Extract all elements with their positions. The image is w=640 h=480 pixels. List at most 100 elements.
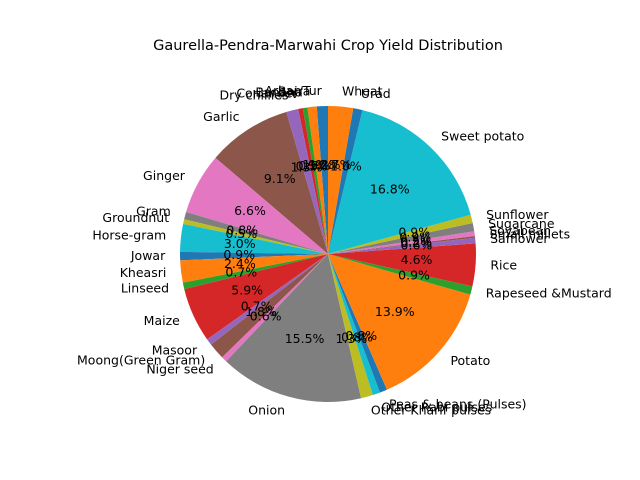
pie-slice-peas-beans-pulses — [328, 254, 387, 393]
pie-slice-soyabean — [328, 231, 475, 254]
pie-percent-masoor: 0.7% — [241, 298, 273, 313]
pie-label-coriander: Coriander — [236, 86, 298, 101]
pie-percent-soyabean: 0.5% — [400, 233, 432, 248]
pie-slice-jowar — [180, 251, 328, 261]
pie-percent-other-rabi-pulses: 0.8% — [341, 329, 373, 344]
pie-label-bajra: Bajra — [278, 84, 311, 99]
pie-label-soyabean: Soyabean — [489, 223, 551, 238]
pie-slice-maize — [184, 254, 328, 340]
pie-percent-small-millets: 0.2% — [400, 235, 432, 250]
pie-percent-sugarcane: 0.9% — [399, 229, 431, 244]
pie-slice-groundnut — [183, 219, 328, 254]
pie-percent-other-kharif-pulses: 1.3% — [336, 331, 368, 346]
pie-percent-peas-beans-pulses: 0.8% — [345, 328, 377, 343]
pie-label-linseed: Linseed — [121, 281, 169, 296]
pie-percent-kheasri: 2.4% — [224, 256, 256, 271]
pie-percent-jowar: 0.9% — [223, 247, 255, 262]
pie-label-gram: Gram — [136, 203, 171, 218]
pie-label-urad: Urad — [361, 86, 391, 101]
pie-slice-small-millets — [328, 235, 476, 254]
pie-slice-other-kharif-pulses — [328, 254, 373, 399]
pie-percent-sweet-potato: 16.8% — [370, 182, 410, 197]
pie-slice-sweet-potato — [328, 110, 471, 254]
pie-slice-garlic — [215, 112, 328, 254]
pie-label-ginger: Ginger — [143, 168, 186, 183]
pie-percent-dry-chillies: 1.3% — [291, 159, 323, 174]
pie-label-rapeseed-mustard: Rapeseed &Mustard — [486, 286, 612, 301]
pie-slice-coriander — [298, 108, 328, 254]
pie-label-masoor: Masoor — [152, 342, 198, 357]
pie-slice-horse-gram — [180, 223, 328, 254]
pie-percent-urad: 1.0% — [330, 159, 362, 174]
pie-slice-sugarcane — [328, 222, 475, 254]
pie-label-sweet-potato: Sweet potato — [441, 128, 524, 143]
chart-title: Gaurella-Pendra-Marwahi Crop Yield Distr… — [153, 38, 503, 54]
pie-slice-sunflower — [328, 214, 473, 254]
pie-slice-masoor — [207, 254, 328, 345]
pie-slice-banana — [302, 107, 328, 254]
pie-percent-moong-green-gram: 1.8% — [245, 304, 277, 319]
pie-percent-garlic: 9.1% — [264, 171, 296, 186]
pie-slice-rice — [328, 243, 476, 287]
pie-percent-sunflower: 0.9% — [398, 224, 430, 239]
pie-percent-labels: 1.2%1.0%0.5%0.5%1.3%9.1%6.6%0.8%0.5%3.0%… — [223, 157, 432, 346]
pie-percent-rapeseed-mustard: 0.9% — [398, 267, 430, 282]
pie-slice-moong-green-gram — [211, 254, 328, 358]
pie-label-other-kharif-pulses: Other Kharif pulses — [371, 403, 491, 418]
pie-slice-safflower — [328, 237, 476, 254]
pie-label-horse-gram: Horse-gram — [92, 228, 166, 243]
pie-label-rice: Rice — [490, 258, 517, 273]
pie-percent-potato: 13.9% — [375, 304, 415, 319]
pie-percent-horse-gram: 3.0% — [224, 236, 256, 251]
pie-percent-coriander: 0.5% — [296, 158, 328, 173]
pie-percent-safflower: 0.6% — [401, 237, 433, 252]
pie-slice-gram — [184, 212, 328, 254]
pie-percent-gram: 0.8% — [226, 222, 258, 237]
pie-slice-dry-chillies — [286, 109, 328, 254]
pie-wedges — [180, 106, 476, 402]
pie-label-kheasri: Kheasri — [120, 265, 167, 280]
pie-slice-rapeseed-mustard — [328, 254, 473, 295]
pie-percent-niger-seed: 0.6% — [250, 309, 282, 324]
pie-percent-arhar-tur: 1.2% — [309, 157, 341, 172]
pie-percent-linseed: 0.7% — [225, 265, 257, 280]
pie-percent-ginger: 6.6% — [234, 203, 266, 218]
pie-label-sugarcane: Sugarcane — [488, 216, 555, 231]
pie-label-small-millets: Small millets — [490, 227, 570, 242]
pie-label-sunflower: Sunflower — [486, 207, 549, 222]
pie-slice-kheasri — [180, 254, 328, 283]
pie-percent-rice: 4.6% — [401, 252, 433, 267]
pie-percent-onion: 15.5% — [285, 331, 325, 346]
pie-label-potato: Potato — [450, 353, 490, 368]
pie-label-maize: Maize — [144, 313, 180, 328]
pie-label-dry-chillies: Dry chillies — [220, 88, 289, 103]
pie-label-jowar: Jowar — [130, 248, 166, 263]
pie-label-banana: Banana — [255, 85, 302, 100]
pie-percent-wheat: 2.7% — [320, 157, 352, 172]
pie-label-safflower: Safflower — [490, 231, 549, 246]
pie-slice-urad — [328, 108, 363, 254]
pie-label-other-rabi-pulses: Other Rabi pulses — [381, 399, 492, 414]
pie-slice-ginger — [186, 157, 328, 254]
pie-percent-banana: 0.5% — [298, 158, 330, 173]
pie-percent-groundnut: 0.5% — [225, 226, 257, 241]
pie-slice-niger-seed — [222, 254, 328, 362]
pie-slice-wheat — [328, 106, 354, 254]
pie-label-groundnut: Groundnut — [102, 210, 169, 225]
pie-slice-other-rabi-pulses — [328, 254, 380, 396]
pie-slice-potato — [328, 254, 471, 390]
pie-percent-maize: 5.9% — [231, 282, 263, 297]
pie-percent-bajra: 1.0% — [303, 157, 335, 172]
pie-label-wheat: Wheat — [342, 83, 383, 98]
pie-label-garlic: Garlic — [203, 109, 239, 124]
pie-label-onion: Onion — [248, 403, 285, 418]
pie-label-moong-green-gram: Moong(Green Gram) — [77, 352, 205, 367]
pie-slice-bajra — [307, 106, 328, 255]
pie-label-arhar-tur: Arhar/Tur — [265, 83, 323, 98]
pie-slice-onion — [226, 254, 362, 402]
pie-label-peas-beans-pulses: Peas & beans (Pulses) — [389, 396, 527, 411]
pie-slice-arhar-tur — [316, 106, 328, 254]
